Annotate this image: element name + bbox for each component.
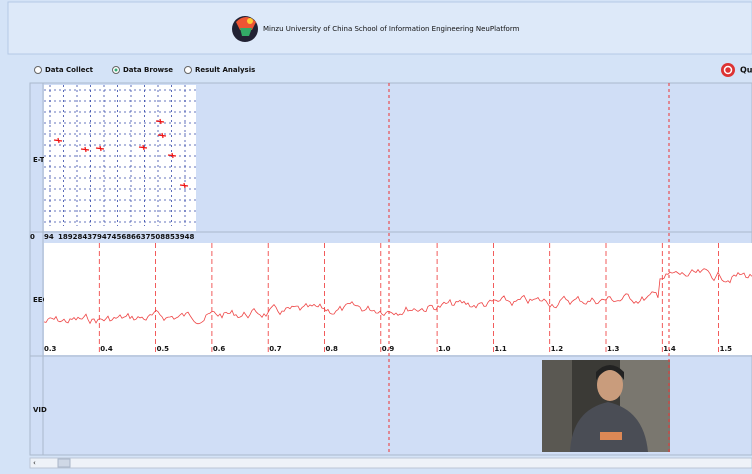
radio-label[interactable]: Data Browse <box>123 66 173 74</box>
etr-axis-label: 94 <box>44 233 54 241</box>
eeg-tick-label: 0.9 <box>382 345 395 353</box>
screen: Minzu University of China School of Info… <box>0 0 752 474</box>
eeg-tick-label: 0.7 <box>269 345 282 353</box>
radio-button[interactable] <box>185 67 192 74</box>
quit-label[interactable]: Qu <box>740 66 752 75</box>
etr-axis-label: 0 <box>30 233 35 241</box>
radio-dot[interactable] <box>115 69 118 72</box>
etr-axis-label: 1892843794745686637508853948 <box>58 233 195 241</box>
eeg-tick-label: 1.4 <box>663 345 676 353</box>
scroll-arrow[interactable]: ‹ <box>33 459 36 467</box>
eeg-tick-label: 1.0 <box>438 345 451 353</box>
logo <box>232 16 258 42</box>
eeg-tick-label: 1.2 <box>551 345 564 353</box>
eeg-tick-label: 1.1 <box>494 345 507 353</box>
header-title: Minzu University of China School of Info… <box>263 25 520 33</box>
eeg-tick-label: 1.5 <box>720 345 733 353</box>
etr-plot <box>44 85 196 231</box>
scroll-thumb[interactable] <box>58 459 70 467</box>
eeg-tick-label: 0.5 <box>157 345 170 353</box>
scrollbar[interactable] <box>30 458 752 468</box>
app-window: Minzu University of China School of Info… <box>0 0 752 474</box>
eeg-tick-label: 0.4 <box>100 345 113 353</box>
video-frame <box>542 360 670 452</box>
radio-label[interactable]: Result Analysis <box>195 66 255 74</box>
eeg-tick-label: 1.3 <box>607 345 620 353</box>
radio-label[interactable]: Data Collect <box>45 66 94 74</box>
eeg-tick-label: 0.6 <box>213 345 226 353</box>
track-label: VID <box>33 406 47 414</box>
radio-button[interactable] <box>35 67 42 74</box>
eeg-tick-label: 0.3 <box>44 345 57 353</box>
mode-selector: Data Collect Data Browse Result Analysis <box>35 66 256 74</box>
eeg-tick-label: 0.8 <box>326 345 339 353</box>
